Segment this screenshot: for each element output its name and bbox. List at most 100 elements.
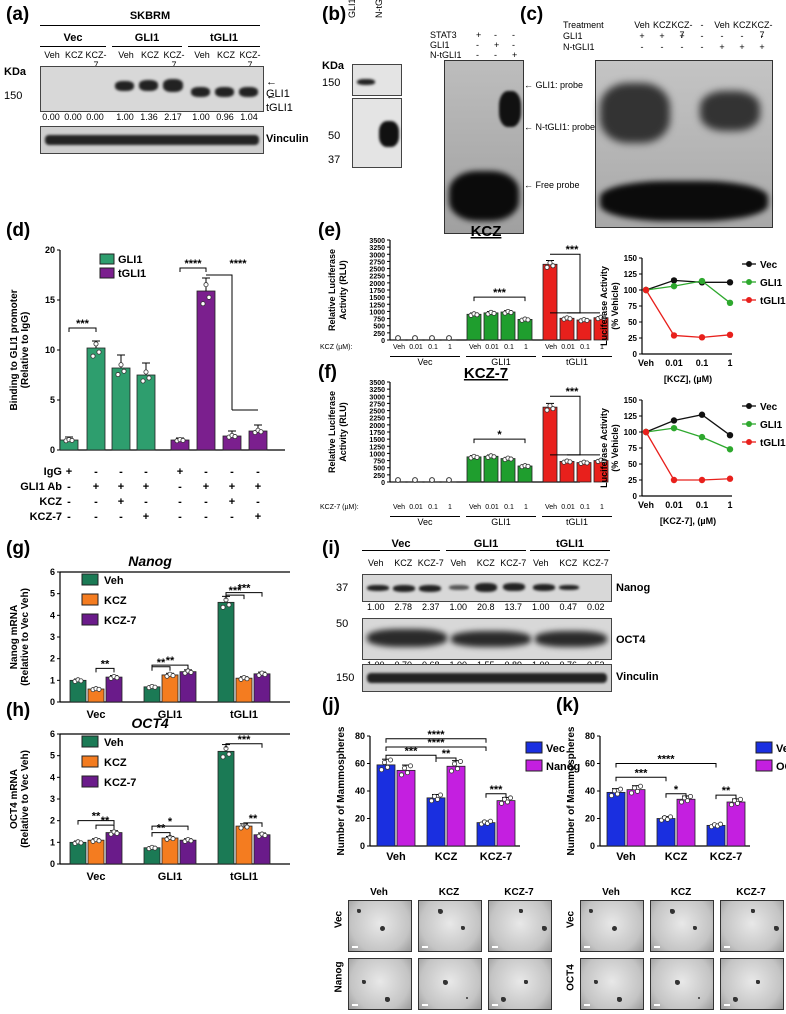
series-point [670,476,678,484]
data-point [632,785,638,791]
bar [476,822,496,847]
y-tick-label: 20 [585,814,595,824]
sig-label: *** [566,386,580,398]
bar [143,686,161,703]
mammosphere-micrograph [720,958,784,1010]
data-point [474,312,480,318]
series-point [698,334,706,341]
data-point [451,761,457,767]
panel-label-c: (c) [520,4,544,25]
emsa-b-sign: + [512,50,518,60]
y-tick-label: 80 [355,731,365,741]
data-point [638,783,644,789]
mammosphere-micrograph [488,900,552,952]
y-axis-label-line: OCT4 mRNA [9,769,20,829]
kda-label-b: KDa [322,60,345,72]
data-point [206,294,212,300]
panel-c: Treatment GLI1 N-tGLI1 Veh KCZ KCZ-7- Veh KCZ KC… [563,20,780,228]
sig-label: **** [184,258,202,270]
series-point [642,286,650,294]
panel-label-f: (f) [318,362,337,383]
i-lane: Veh [367,558,384,568]
d-sign: + [176,466,184,478]
dose-value: 1 [448,504,452,511]
dose-value: 1 [600,344,604,351]
bar [161,837,179,865]
d-sign: - [67,496,71,508]
d-treatment-rows: IgG + - - - + - - - GLI1 Ab - + + + - + + + KCZ - - + - - - + - KCZ… [0,466,300,536]
sig-bracket [550,395,581,456]
sig-label: *** [493,287,507,299]
series-point [726,279,734,286]
data-point [118,362,124,368]
c-cell: - [680,42,684,52]
data-point [69,437,75,443]
chart-title: KCZ [471,223,502,240]
data-point [544,264,550,270]
x-tick-label: Veh [638,358,654,368]
data-point [384,764,390,770]
bar [483,455,499,483]
chart-axes: 0 25 50 75 100 125 150 Luciferase Activity(% Ve… [599,396,732,501]
dose-value: 1 [600,504,604,511]
y-axis-label: Relative LuciferaseActivity (RLU) [327,391,348,473]
lane-label: KCZ-7 [163,50,185,70]
legend-label: OCT4 [776,761,786,773]
quant-value: 0.00 [42,112,60,122]
y-tick-label: 150 [624,396,638,405]
i-lane: Veh [450,558,467,568]
x-tick-label: Veh [638,500,654,510]
data-point [262,672,268,678]
bar [136,374,156,451]
data-point [547,260,553,266]
panel-a: SKBRM Vec GLI1 tGLI1 Veh KCZ KCZ-7 Veh KCZ KC… [4,6,309,206]
y-tick-label: 2250 [369,274,385,281]
bar [87,839,105,865]
d-sign: + [254,481,262,493]
data-point [78,840,84,846]
y-tick-label: 100 [624,428,638,437]
c-row-label: Treatment [563,20,604,30]
y-tick-label: 4 [50,610,55,620]
bar [217,750,235,865]
emsa-b-gel [444,60,524,234]
panel-b-emsa: STAT3 + - - GLI1- + - N-tGLI1- - + ← GLI1: probe … [430,30,605,234]
c-cell: KCZ-7 [671,20,693,40]
sig-label: ** [722,785,731,797]
bar [69,679,87,703]
data-point [732,798,738,804]
quant-value: 1.00 [116,112,134,122]
data-point [437,792,443,798]
c-cell: - [640,42,644,52]
data-point [668,814,674,820]
sig-label: *** [635,767,649,779]
quant-value: 2.17 [164,112,182,122]
chart-title: Nanog [128,553,172,569]
micro-col-label: KCZ [438,887,460,898]
mammosphere-micrograph [580,958,644,1010]
y-tick-label: 750 [373,459,385,466]
sig-bracket [151,666,171,671]
data-point [446,335,452,341]
vinculin-blot [40,126,264,154]
data-point [738,796,744,802]
y-tick-label: 25 [628,334,637,343]
data-point [525,317,531,323]
series-line [645,279,730,291]
bar [466,313,482,341]
legend-label: tGLI1 [760,296,786,307]
sig-label: *** [76,318,90,330]
bar [396,769,416,847]
series-point [670,417,678,424]
d-sign: + [117,481,125,493]
y-axis-label-line: (% Vehicle) [610,424,620,472]
data-point [544,407,550,413]
y-axis-label-line: (Relative to Vec Veh) [20,588,31,686]
chart-title: KCZ-7 [464,365,508,382]
x-tick-label: GLI1 [158,709,182,721]
data-point [143,369,149,375]
data-point [200,301,206,307]
dose-group: Vec [390,356,460,367]
sig-label: ** [249,813,258,825]
y-tick-label: 80 [585,731,595,741]
